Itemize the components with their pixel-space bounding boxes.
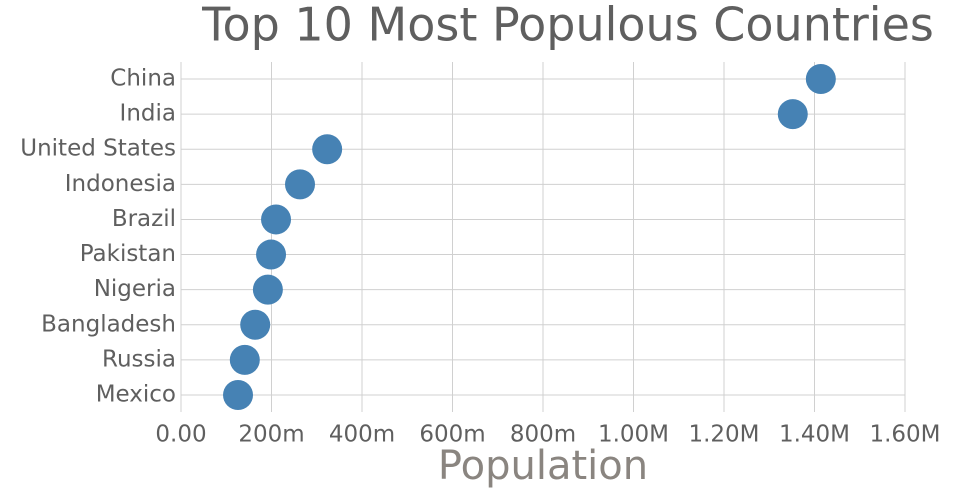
x-tick-label: 200m: [238, 422, 304, 448]
x-tick-label: 400m: [329, 422, 395, 448]
y-tick-label: China: [110, 66, 176, 92]
x-tick-label: 1.60M: [869, 422, 940, 448]
y-tick-label: Bangladesh: [41, 311, 176, 337]
dot: [805, 64, 836, 94]
x-tick-label: 1.20M: [688, 422, 759, 448]
dot: [229, 344, 260, 375]
chart-title: Top 10 Most Populous Countries: [201, 0, 934, 52]
dot: [777, 99, 808, 130]
x-tick-label: 800m: [510, 422, 576, 448]
y-tick-label: United States: [20, 136, 176, 162]
x-tick-label: 1.00M: [598, 422, 669, 448]
x-tick-label: 600m: [419, 422, 485, 448]
dot: [256, 239, 287, 270]
y-tick-label: Russia: [102, 346, 176, 372]
dot: [223, 380, 254, 410]
dot: [312, 134, 343, 165]
dot: [240, 309, 271, 340]
x-tick-label: 0.00: [155, 422, 206, 448]
x-tick-label: 1.40M: [779, 422, 850, 448]
y-tick-label: Mexico: [96, 382, 176, 408]
y-tick-label: Nigeria: [94, 276, 176, 302]
y-tick-label: Indonesia: [65, 171, 176, 197]
y-tick-label: India: [120, 101, 176, 127]
y-tick-label: Pakistan: [80, 241, 176, 267]
dot: [261, 204, 292, 235]
x-axis-title: Population: [438, 443, 648, 489]
dot: [285, 169, 316, 200]
dot: [252, 274, 283, 305]
y-tick-label: Brazil: [112, 206, 176, 232]
